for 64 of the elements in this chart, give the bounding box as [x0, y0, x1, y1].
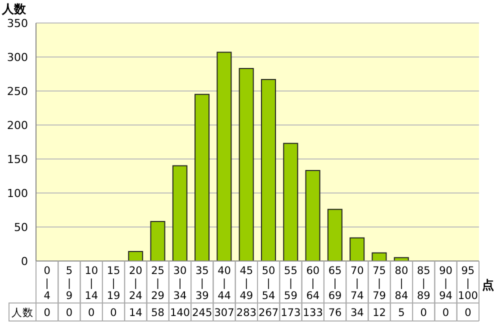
data-label: 133	[302, 307, 323, 319]
x-tick-label: 75 | 79	[372, 265, 386, 302]
x-tick-label: 60 | 64	[306, 265, 320, 302]
x-tick-label: 35 | 39	[195, 265, 209, 302]
x-tick-label: 55 | 59	[284, 265, 298, 302]
bar	[128, 250, 144, 261]
x-tick-label: 95 | 100	[458, 265, 478, 302]
x-tick-label: 20 | 24	[128, 265, 143, 302]
y-tick-label: 150	[7, 152, 28, 166]
bar	[283, 142, 298, 261]
bar	[394, 257, 409, 261]
data-label: 0	[464, 307, 472, 319]
x-tick-label: 65 | 69	[328, 265, 342, 302]
y-tick-label: 250	[7, 84, 28, 98]
data-label: 12	[372, 307, 386, 319]
x-tick-label: 40 | 44	[218, 265, 232, 302]
x-tick-label: 45 | 49	[240, 265, 254, 302]
bar	[260, 78, 276, 261]
x-tick-label: 90 | 94	[439, 265, 453, 302]
y-tick-label: 100	[7, 186, 28, 200]
data-label: 173	[280, 307, 301, 319]
y-tick-label: 200	[7, 118, 28, 132]
data-label: 76	[328, 307, 342, 319]
x-tick-label: 85 | 89	[416, 265, 430, 302]
x-tick-label: 80 | 84	[394, 265, 408, 302]
data-label: 58	[151, 307, 165, 319]
data-label: 0	[110, 307, 117, 319]
y-tick-label: 300	[7, 50, 28, 64]
x-tick-label: 70 | 74	[350, 265, 364, 302]
x-tick-label: 10 | 14	[84, 265, 98, 302]
bar	[372, 252, 387, 261]
bar	[327, 208, 342, 261]
data-label: 0	[66, 307, 73, 319]
data-label: 14	[128, 307, 143, 319]
bar	[350, 237, 365, 261]
bar	[216, 52, 232, 261]
data-label: 5	[398, 307, 405, 319]
bar	[305, 170, 320, 261]
data-label: 0	[44, 307, 50, 319]
y-tick-label: 350	[7, 16, 28, 30]
y-axis-title: 人数	[1, 2, 27, 16]
bar	[172, 165, 188, 261]
data-label: 245	[192, 307, 212, 319]
x-tick-label: 30 | 34	[173, 265, 187, 302]
data-label: 140	[170, 307, 190, 319]
bar	[150, 221, 166, 261]
data-label: 0	[420, 307, 427, 319]
x-tick-label: 50 | 54	[262, 265, 276, 302]
y-tick-label: 0	[21, 254, 28, 268]
x-tick-label: 15 | 19	[106, 265, 120, 302]
x-tick-label: 5 | 9	[66, 265, 73, 302]
x-tick-label: 0 | 4	[44, 265, 51, 302]
data-label: 34	[350, 307, 364, 319]
x-axis-title: 点	[482, 278, 494, 292]
bar	[238, 68, 254, 261]
data-label: 307	[214, 307, 234, 319]
data-label: 0	[442, 307, 450, 319]
data-label: 267	[258, 307, 279, 319]
x-tick-label: 25 | 29	[151, 265, 165, 302]
text: 人数	[12, 307, 34, 319]
data-label: 283	[236, 307, 256, 319]
y-tick-label: 50	[14, 220, 28, 234]
bar	[194, 94, 210, 261]
data-label: 0	[88, 307, 95, 319]
